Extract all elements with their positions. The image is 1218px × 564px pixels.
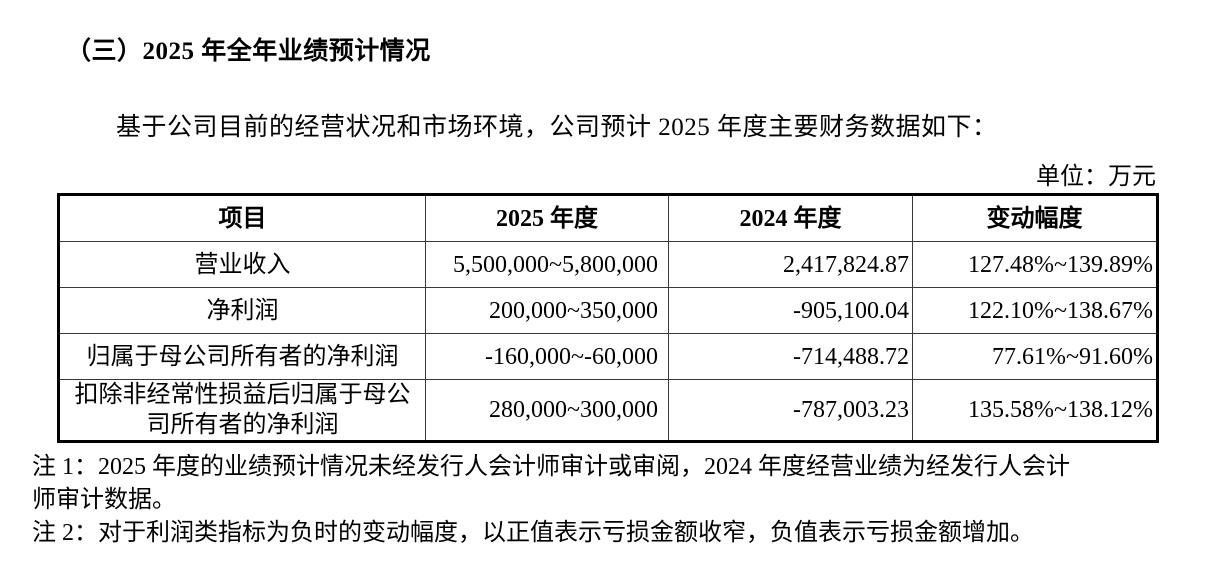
header-cell-3: 变动幅度	[912, 194, 1158, 242]
table-cell-item: 净利润	[58, 287, 426, 334]
note-1: 注 1：2025 年度的业绩预计情况未经发行人会计师审计或审阅，2024 年度经…	[32, 454, 1070, 513]
table-cell-item: 营业收入	[58, 241, 426, 288]
table-row-3: 扣除非经常性损益后归属于母公司所有者的净利润 280,000~300,000 -78…	[58, 379, 1158, 442]
table-cell-y2024: -714,488.72	[668, 333, 913, 380]
table-cell-y2025: 5,500,000~5,800,000	[425, 241, 669, 288]
table-cell-y2024: 2,417,824.87	[668, 241, 913, 288]
header-cell-1: 2025 年度	[425, 194, 669, 242]
intro-paragraph: 基于公司目前的经营状况和市场环境，公司预计 2025 年度主要财务数据如下：	[116, 114, 998, 141]
table-cell-y2025: -160,000~-60,000	[425, 333, 669, 380]
table-cell-change: 135.58%~138.12%	[912, 379, 1158, 442]
table-notes: 注 1：2025 年度的业绩预计情况未经发行人会计师审计或审阅，2024 年度经…	[32, 451, 1162, 550]
table-cell-y2025: 280,000~300,000	[425, 379, 669, 442]
note-2: 注 2：对于利润类指标为负时的变动幅度，以正值表示亏损金额收窄，负值表示亏损金额…	[32, 520, 1034, 546]
table-cell-item: 扣除非经常性损益后归属于母公司所有者的净利润	[58, 379, 426, 442]
table-row-1: 净利润 200,000~350,000 -905,100.04 122.10%~138…	[58, 287, 1158, 334]
table-cell-item: 归属于母公司所有者的净利润	[58, 333, 426, 380]
table-row-0: 营业收入 5,500,000~5,800,000 2,417,824.87 127.4…	[58, 241, 1158, 288]
table-header-row: 项目 2025 年度 2024 年度 变动幅度	[58, 194, 1158, 242]
table-cell-change: 122.10%~138.67%	[912, 287, 1158, 334]
header-cell-2: 2024 年度	[668, 194, 913, 242]
table-cell-y2024: -787,003.23	[668, 379, 913, 442]
table-cell-y2025: 200,000~350,000	[425, 287, 669, 334]
table-row-2: 归属于母公司所有者的净利润 -160,000~-60,000 -714,488.72…	[58, 333, 1158, 380]
table-cell-change: 127.48%~139.89%	[912, 241, 1158, 288]
table-cell-y2024: -905,100.04	[668, 287, 913, 334]
performance-forecast-table: 项目 2025 年度 2024 年度 变动幅度 营业收入 5,500,000~5,800…	[57, 193, 1159, 443]
section-title: （三）2025 年全年业绩预计情况	[66, 38, 431, 65]
header-cell-0: 项目	[58, 194, 426, 242]
unit-label: 单位：万元	[1036, 164, 1156, 190]
table-cell-change: 77.61%~91.60%	[912, 333, 1158, 380]
